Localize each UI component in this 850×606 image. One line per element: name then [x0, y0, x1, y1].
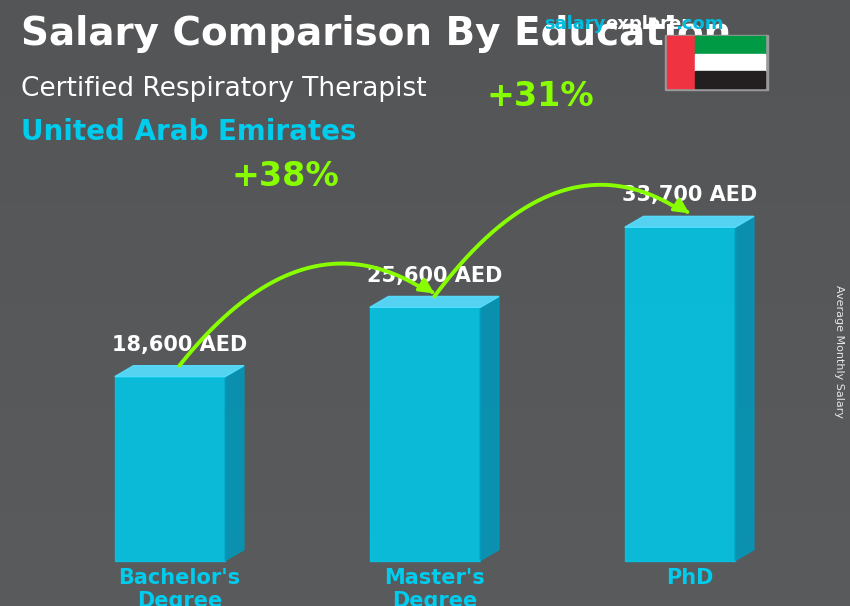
Text: Certified Respiratory Therapist: Certified Respiratory Therapist — [21, 76, 427, 102]
Text: 33,700 AED: 33,700 AED — [621, 185, 757, 205]
Text: PhD: PhD — [666, 568, 713, 588]
Text: Master's
Degree: Master's Degree — [384, 568, 484, 606]
Text: 25,600 AED: 25,600 AED — [366, 265, 502, 285]
Bar — [694, 53, 765, 71]
Text: +38%: +38% — [232, 161, 339, 193]
Text: .com: .com — [675, 15, 723, 33]
Text: 18,600 AED: 18,600 AED — [111, 335, 247, 355]
Text: explorer: explorer — [605, 15, 690, 33]
Text: Average Monthly Salary: Average Monthly Salary — [834, 285, 844, 418]
Polygon shape — [480, 296, 499, 561]
Polygon shape — [115, 365, 244, 376]
Polygon shape — [225, 365, 244, 561]
Polygon shape — [370, 296, 499, 307]
Text: Bachelor's
Degree: Bachelor's Degree — [118, 568, 241, 606]
Polygon shape — [625, 216, 754, 227]
Text: United Arab Emirates: United Arab Emirates — [21, 118, 357, 146]
Polygon shape — [735, 216, 754, 561]
Bar — [667, 36, 694, 88]
Text: Salary Comparison By Education: Salary Comparison By Education — [21, 15, 732, 53]
Bar — [694, 36, 765, 53]
Bar — [694, 71, 765, 88]
Bar — [665, 35, 768, 90]
Text: +31%: +31% — [487, 81, 594, 113]
Bar — [115, 376, 225, 561]
Bar — [370, 307, 480, 561]
Bar — [625, 227, 735, 561]
Text: salary: salary — [544, 15, 605, 33]
